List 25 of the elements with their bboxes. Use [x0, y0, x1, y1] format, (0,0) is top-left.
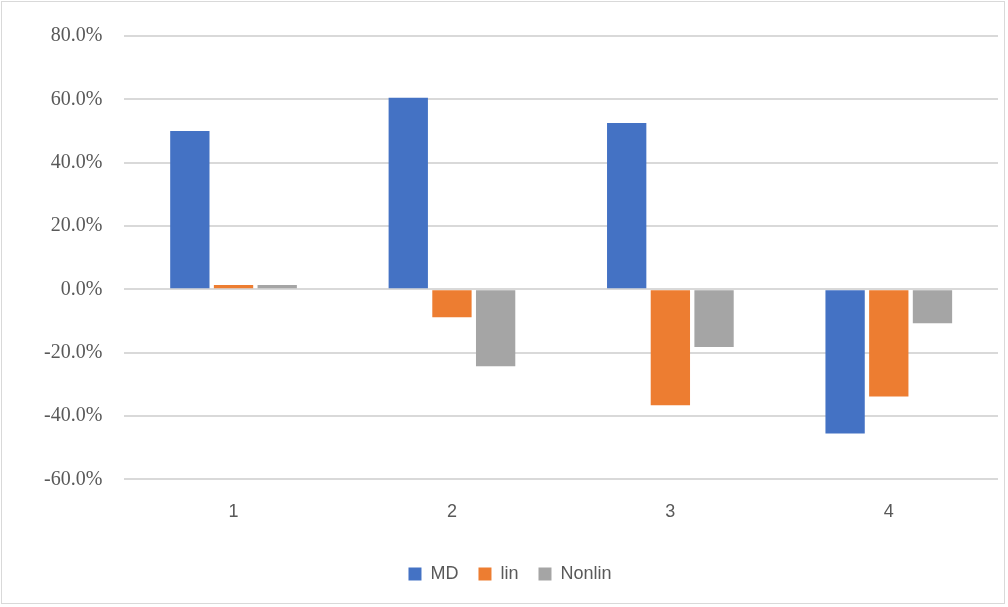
legend-label: MD — [430, 562, 459, 583]
legend-label: lin — [500, 562, 519, 583]
bar — [432, 290, 472, 318]
bar — [388, 97, 428, 289]
y-tick-label: 0.0% — [60, 276, 103, 299]
y-tick-label: 40.0% — [50, 149, 103, 172]
bar — [607, 123, 647, 289]
y-tick-label: 80.0% — [50, 23, 103, 46]
bar — [475, 290, 516, 367]
y-tick-label: -20.0% — [43, 339, 103, 362]
x-tick-label: 3 — [665, 501, 676, 522]
bar — [912, 290, 953, 324]
bar — [825, 290, 865, 434]
y-tick-label: 20.0% — [50, 213, 103, 236]
bar — [694, 290, 734, 348]
x-tick-label: 1 — [228, 501, 239, 522]
y-tick-label: 60.0% — [50, 86, 103, 109]
x-tick-label: 2 — [446, 501, 457, 522]
legend-label: Nonlin — [560, 562, 612, 583]
bar — [869, 290, 909, 397]
y-tick-label: -60.0% — [43, 466, 103, 489]
bar — [650, 290, 691, 406]
x-tick-label: 4 — [883, 501, 894, 522]
bar — [170, 131, 210, 289]
y-tick-label: -40.0% — [43, 403, 103, 426]
